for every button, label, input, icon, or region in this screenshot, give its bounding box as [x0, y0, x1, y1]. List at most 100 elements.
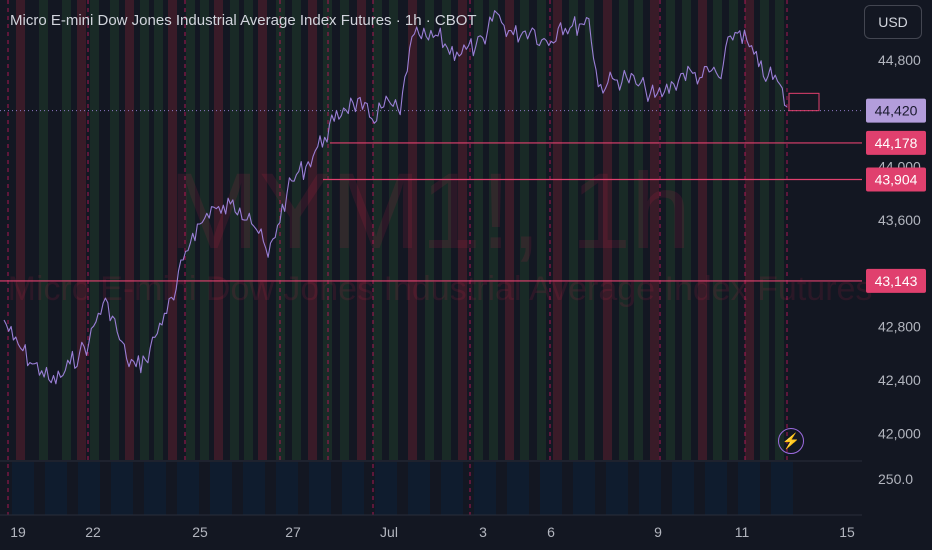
x-tick-label: 25 [192, 524, 208, 540]
volume-bar [507, 462, 529, 515]
session-band [408, 0, 417, 460]
volume-bar [45, 462, 67, 515]
time-axis[interactable]: 19 22 25 27 Jul 3 6 9 11 15 [0, 514, 862, 540]
x-tick-label: 9 [654, 524, 662, 540]
session-band [186, 0, 195, 460]
session-band [713, 0, 722, 460]
session-band [666, 0, 675, 460]
volume-pane [0, 460, 862, 515]
session-band [489, 0, 498, 460]
volume-bar [111, 462, 133, 515]
volume-axis-label: 250.0 [878, 471, 913, 487]
session-band [505, 0, 514, 460]
volume-bar [309, 462, 331, 515]
x-tick-label: 27 [285, 524, 301, 540]
volume-bar [144, 462, 166, 515]
session-band [373, 0, 382, 460]
session-band [214, 0, 223, 460]
session-band [760, 0, 769, 460]
x-tick-label: 19 [10, 524, 26, 540]
level-price-label: 44,178 [875, 135, 918, 151]
session-band [16, 0, 25, 460]
session-band [425, 0, 434, 460]
x-tick-label: 3 [479, 524, 487, 540]
session-band [634, 0, 643, 460]
volume-bar [177, 462, 199, 515]
session-band [230, 0, 239, 460]
session-band [90, 0, 99, 460]
level-price-tag [866, 268, 926, 293]
level-marker-box [788, 92, 820, 112]
volume-bar [408, 462, 430, 515]
watermark-name: Micro E-mini Dow Jones Industrial Averag… [8, 270, 873, 308]
session-band [276, 0, 285, 460]
volume-bar [540, 462, 562, 515]
session-band [775, 0, 784, 460]
volume-bar [771, 462, 793, 515]
volume-bar [672, 462, 694, 515]
level-lines [0, 92, 862, 282]
level-price-label: 43,904 [875, 171, 918, 187]
volume-bar [12, 462, 34, 515]
volume-bar [210, 462, 232, 515]
current-price-tag [866, 98, 926, 123]
session-bands [7, 0, 788, 515]
session-band [458, 0, 467, 460]
volume-bar [342, 462, 364, 515]
session-band [682, 0, 691, 460]
session-band [308, 0, 317, 460]
session-band [357, 0, 366, 460]
currency-button[interactable]: USD [864, 5, 922, 39]
watermark-symbol: MYM1!, 1h [169, 150, 691, 271]
chart-title: Micro E-mini Dow Jones Industrial Averag… [10, 12, 477, 29]
x-tick-label: 6 [547, 524, 555, 540]
level-price-tag [866, 130, 926, 155]
volume-bar [639, 462, 661, 515]
level-price-label: 43,143 [875, 273, 918, 289]
volume-bar [474, 462, 496, 515]
volume-bar [705, 462, 727, 515]
volume-bar [441, 462, 463, 515]
y-tick-label: 43,600 [878, 212, 921, 228]
lightning-icon[interactable]: ⚡ [778, 428, 804, 454]
session-band [125, 0, 134, 460]
level-price-tag [866, 167, 926, 192]
x-tick-label: 22 [85, 524, 101, 540]
session-band [244, 0, 253, 460]
x-tick-label: Jul [380, 524, 398, 540]
session-band [619, 0, 628, 460]
price-axis[interactable]: 42,00042,40042,80043,60044,00044,800250.… [878, 52, 921, 487]
session-band [745, 0, 754, 460]
session-band [537, 0, 546, 460]
volume-bar [375, 462, 397, 515]
session-band [168, 0, 177, 460]
session-band [323, 0, 332, 460]
x-tick-label: 11 [735, 524, 750, 540]
session-band [585, 0, 594, 460]
price-line [3, 10, 788, 385]
volume-bar [573, 462, 595, 515]
session-band [569, 0, 578, 460]
y-tick-label: 42,800 [878, 319, 921, 335]
x-tick-label: 15 [839, 524, 855, 540]
session-band [442, 0, 451, 460]
session-band [603, 0, 612, 460]
session-band [520, 0, 529, 460]
volume-bar [606, 462, 628, 515]
session-band [62, 0, 71, 460]
session-band [110, 0, 119, 460]
price-series [3, 10, 788, 385]
session-band [729, 0, 738, 460]
session-band [698, 0, 707, 460]
price-tags: 44,420 44,178 43,904 43,143 [866, 98, 926, 293]
y-tick-label: 42,000 [878, 425, 921, 441]
session-band [258, 0, 267, 460]
session-band [77, 0, 86, 460]
session-band [39, 0, 48, 460]
session-band [140, 0, 149, 460]
session-band [650, 0, 659, 460]
volume-bar [738, 462, 760, 515]
volume-bar [78, 462, 100, 515]
y-tick-label: 42,400 [878, 372, 921, 388]
